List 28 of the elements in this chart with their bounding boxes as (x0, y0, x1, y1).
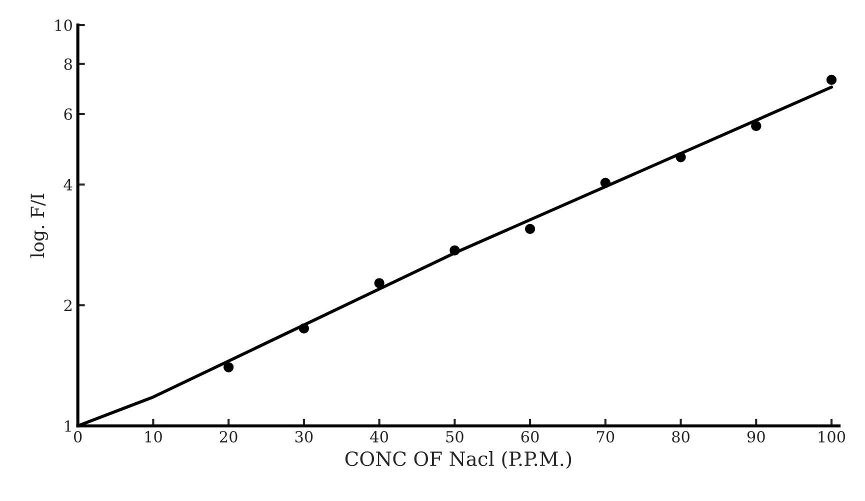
x-tick-label: 40 (370, 430, 388, 443)
point (600, 178, 610, 188)
point (223, 362, 234, 372)
point (676, 152, 686, 162)
x-tick-label: 70 (596, 430, 614, 443)
point (751, 120, 762, 132)
x-tick-label: 100 (818, 430, 846, 443)
x-tick-label: 30 (295, 430, 313, 443)
x-tick-label: 60 (521, 430, 539, 443)
x-tick-label: 20 (220, 430, 238, 443)
y-axis-title: log. F/I (30, 194, 48, 258)
y-tick-label: 10 (55, 20, 72, 32)
x-tick-label: 80 (672, 430, 690, 443)
x-tick-label: 0 (74, 430, 82, 443)
x-tick-label: 50 (446, 430, 464, 443)
y-tick-label: 8 (64, 58, 72, 70)
y-tick-label: 4 (64, 179, 72, 190)
point (826, 74, 837, 85)
y-tick-label: 2 (64, 300, 72, 311)
y-tick-label: 6 (64, 108, 72, 120)
x-tick-label: 10 (145, 430, 162, 443)
x-axis-title: CONC OF Nacl (P.P.M.) (345, 451, 572, 469)
point (450, 245, 460, 256)
x-tick-label: 90 (747, 430, 765, 443)
point (374, 278, 384, 288)
point (298, 323, 310, 334)
y-tick-label: 1 (65, 420, 71, 432)
point (524, 224, 536, 234)
